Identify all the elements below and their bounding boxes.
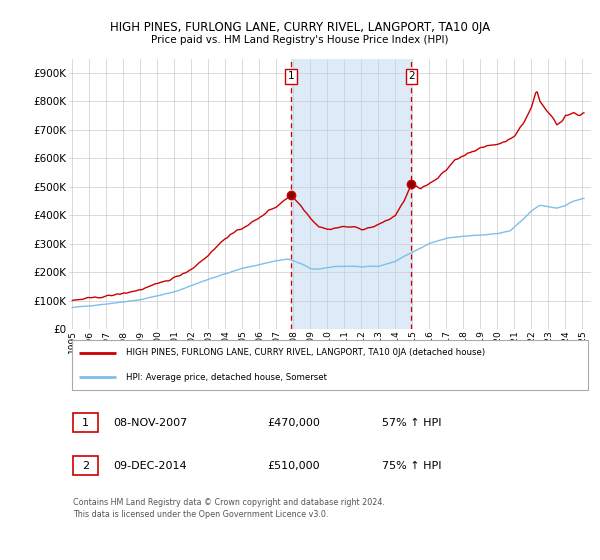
Text: 09-DEC-2014: 09-DEC-2014: [113, 461, 187, 470]
Text: 08-NOV-2007: 08-NOV-2007: [113, 418, 188, 428]
Text: HIGH PINES, FURLONG LANE, CURRY RIVEL, LANGPORT, TA10 0JA: HIGH PINES, FURLONG LANE, CURRY RIVEL, L…: [110, 21, 490, 34]
Text: HIGH PINES, FURLONG LANE, CURRY RIVEL, LANGPORT, TA10 0JA (detached house): HIGH PINES, FURLONG LANE, CURRY RIVEL, L…: [127, 348, 485, 357]
Text: HPI: Average price, detached house, Somerset: HPI: Average price, detached house, Some…: [127, 373, 328, 382]
Text: 75% ↑ HPI: 75% ↑ HPI: [382, 461, 442, 470]
Text: £510,000: £510,000: [268, 461, 320, 470]
Bar: [73, 413, 98, 432]
Bar: [73, 456, 98, 475]
Text: 57% ↑ HPI: 57% ↑ HPI: [382, 418, 442, 428]
FancyBboxPatch shape: [71, 340, 589, 390]
Text: Price paid vs. HM Land Registry's House Price Index (HPI): Price paid vs. HM Land Registry's House …: [151, 35, 449, 45]
Text: £470,000: £470,000: [268, 418, 320, 428]
Bar: [291, 59, 412, 329]
Text: 2: 2: [82, 461, 89, 470]
Text: Contains HM Land Registry data © Crown copyright and database right 2024.
This d: Contains HM Land Registry data © Crown c…: [73, 498, 385, 519]
Text: 1: 1: [288, 71, 295, 81]
Text: 2: 2: [408, 71, 415, 81]
Text: 1: 1: [82, 418, 89, 428]
